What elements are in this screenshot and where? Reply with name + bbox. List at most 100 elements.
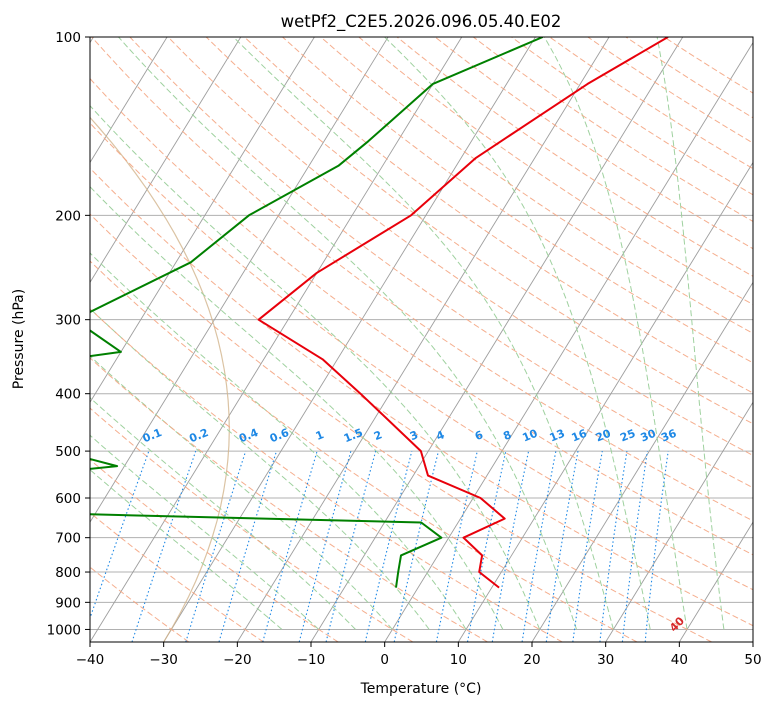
x-axis-title: Temperature (°C) <box>360 681 482 697</box>
mixing-ratio-label: 1 <box>314 428 326 443</box>
dewpoint-profile-line <box>90 37 544 588</box>
y-tick-label: 100 <box>55 30 81 46</box>
isotherm-line <box>163 37 536 642</box>
isotherm-line <box>678 521 753 642</box>
dry-adiabat-label: -10 <box>346 642 369 665</box>
dry-adiabat-line <box>91 37 753 522</box>
dry-adiabat-label: 10 <box>499 644 519 664</box>
x-tick-label: 10 <box>450 652 467 668</box>
moist-adiabat-line <box>90 397 356 630</box>
moist-adiabat-line <box>90 252 467 630</box>
x-tick-label: 0 <box>380 652 389 668</box>
mixing-ratio-line <box>435 450 478 642</box>
moist-adiabat-line <box>656 37 725 630</box>
x-tick-label: 30 <box>597 652 614 668</box>
dry-adiabat-label: -30 <box>194 642 217 665</box>
mixing-ratio-line <box>545 450 579 642</box>
isotherm-line <box>90 37 242 284</box>
dry-adiabat-line <box>129 37 753 489</box>
isotherm-line <box>90 37 168 164</box>
plot-frame <box>89 36 754 643</box>
mixing-ratio-line <box>298 450 352 642</box>
dry-adiabat-line <box>511 37 753 196</box>
y-tick-label: 300 <box>55 313 81 329</box>
plot-area: -100-90-80-70-60-50-40-30-20-10010203040… <box>43 37 753 665</box>
y-axis-title: Pressure (hPa) <box>11 289 27 389</box>
dry-adiabat-line <box>90 167 753 627</box>
dry-adiabat-line <box>472 37 753 223</box>
y-tick-label: 400 <box>55 387 81 403</box>
mixing-ratio-line <box>599 451 628 642</box>
lcl-curve-line <box>90 116 230 642</box>
mixing-ratio-line <box>364 450 413 642</box>
moist-adiabat-line <box>90 469 283 630</box>
mixing-ratio-line <box>572 451 603 642</box>
mixing-ratio-label: 2 <box>372 428 384 443</box>
mixing-ratio-line <box>621 451 648 642</box>
dry-adiabat-label: -50 <box>43 642 66 665</box>
x-tick-label: −40 <box>76 652 105 668</box>
mixing-ratio-label: 16 <box>570 427 589 445</box>
dry-adiabat-label: 40 <box>667 614 687 634</box>
temperature-profile-line <box>257 37 669 589</box>
mixing-ratio-line <box>521 450 557 642</box>
isotherm-line <box>384 41 753 642</box>
x-tick-label: 20 <box>523 652 540 668</box>
mixing-ratio-label: 25 <box>618 427 637 445</box>
dry-adiabat-line <box>90 122 753 591</box>
mixing-ratio-line <box>644 451 669 642</box>
dry-adiabat-line <box>90 308 563 642</box>
dry-adiabat-line <box>358 37 753 306</box>
dry-adiabat-line <box>90 459 339 642</box>
mixing-ratio-label: 0.2 <box>187 426 210 445</box>
mixing-ratio-line <box>90 450 150 620</box>
mixing-ratio-label: 0.6 <box>268 426 291 445</box>
profile-series <box>90 37 669 589</box>
mixing-ratio-label: 8 <box>501 428 513 443</box>
dry-adiabat-line <box>90 213 712 642</box>
isotherm-line <box>90 37 463 642</box>
moist-adiabats <box>90 37 725 630</box>
dry-adiabat-line <box>90 407 414 642</box>
mixing-ratio-label: 36 <box>659 427 678 445</box>
moist-adiabat-line <box>233 37 614 630</box>
y-tick-label: 500 <box>55 444 81 460</box>
y-tick-label: 800 <box>55 565 81 581</box>
moist-adiabat-line <box>118 37 577 630</box>
y-tick-label: 200 <box>55 208 81 224</box>
x-axis-ticks: −40 −30 −20 −10 0 10 20 30 40 50 <box>76 642 762 668</box>
y-tick-label: 600 <box>55 491 81 507</box>
moist-adiabat-line <box>543 37 688 630</box>
mixing-ratio-label: 4 <box>434 428 446 443</box>
y-axis-ticks: 100 200 300 400 500 600 700 800 900 1000 <box>47 30 90 638</box>
x-tick-label: −10 <box>297 652 326 668</box>
isotherm-line <box>90 37 315 404</box>
mixing-ratio-label: 6 <box>473 428 485 443</box>
x-tick-label: 50 <box>744 652 761 668</box>
y-tick-label: 1000 <box>47 622 81 638</box>
mixing-ratio-label: 13 <box>548 427 567 445</box>
moist-adiabat-line <box>90 186 504 630</box>
mixing-ratio-line <box>131 450 197 642</box>
isotherm-line <box>90 37 389 523</box>
mixing-ratio-label: 20 <box>594 427 613 445</box>
mixing-ratio-label: 30 <box>639 427 658 445</box>
dry-adiabat-label: 30 <box>650 644 670 664</box>
moist-adiabat-line <box>90 355 393 630</box>
isotherm-line <box>531 281 753 642</box>
chart-title: wetPf2_C2E5.2026.096.05.40.E02 <box>281 12 562 32</box>
mixing-ratio-line <box>491 450 530 642</box>
isotherm-line <box>605 401 753 642</box>
isotherm-line <box>752 641 753 642</box>
mixing-ratio-line <box>262 450 318 642</box>
lcl-curves <box>90 116 230 642</box>
mixing-ratio-label: 0.4 <box>237 426 260 445</box>
mixing-ratio-label: 10 <box>520 427 539 445</box>
dry-adiabat-line <box>663 37 753 94</box>
dry-adiabat-line <box>90 260 638 642</box>
mixing-ratio-line <box>218 450 278 642</box>
mixing-ratio-line <box>466 450 507 642</box>
isotherm-grid <box>90 37 753 642</box>
mixing-ratio-line <box>325 450 377 642</box>
